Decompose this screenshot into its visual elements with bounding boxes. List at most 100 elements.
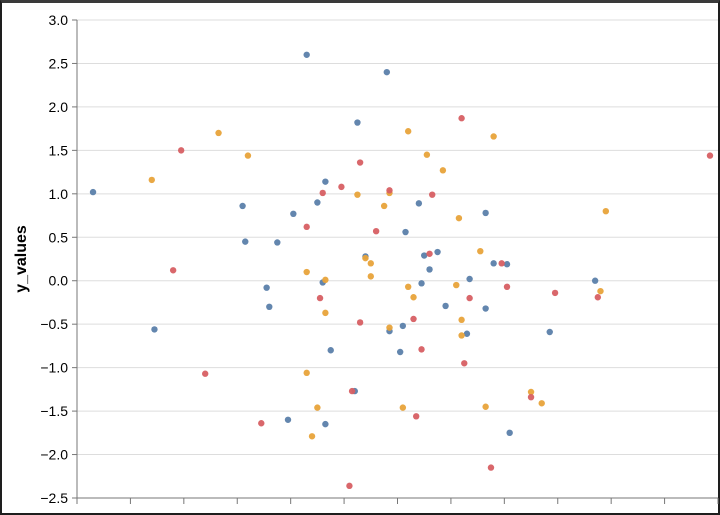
scatter-point bbox=[316, 294, 324, 302]
scatter-point bbox=[380, 202, 388, 210]
scatter-point bbox=[442, 302, 449, 310]
data-points bbox=[89, 51, 714, 490]
scatter-point bbox=[284, 416, 292, 423]
scatter-point bbox=[461, 360, 468, 367]
scatter-point bbox=[455, 214, 463, 222]
scatter-point bbox=[396, 348, 404, 356]
scatter-point bbox=[597, 287, 604, 295]
scatter-point bbox=[314, 404, 321, 411]
scatter-point bbox=[602, 208, 610, 215]
scatter-point bbox=[303, 268, 310, 276]
scatter-point bbox=[594, 294, 602, 301]
scatter-point bbox=[482, 305, 489, 312]
scatter-point bbox=[367, 273, 374, 280]
scatter-point bbox=[482, 209, 489, 217]
scatter-point bbox=[346, 482, 353, 490]
scatter-point bbox=[244, 152, 252, 159]
scatter-point bbox=[367, 260, 374, 267]
scatter-point bbox=[503, 261, 511, 268]
scatter-point bbox=[348, 387, 356, 395]
scatter-point bbox=[463, 330, 471, 337]
scatter-point bbox=[404, 128, 412, 135]
scatter-point bbox=[421, 252, 428, 259]
y-tick-label: 0.5 bbox=[49, 229, 69, 245]
scatter-point bbox=[148, 176, 155, 184]
scatter-point bbox=[458, 316, 465, 324]
scatter-point bbox=[426, 266, 433, 273]
scatter-point bbox=[426, 250, 433, 257]
scatter-point bbox=[466, 275, 473, 283]
scatter-point bbox=[386, 187, 393, 194]
y-tick-label: −2.5 bbox=[40, 490, 68, 506]
scatter-point bbox=[303, 369, 310, 377]
y-tick-label: −1.0 bbox=[40, 360, 68, 376]
scatter-point bbox=[439, 167, 447, 174]
scatter-point bbox=[308, 433, 316, 440]
y-tick-label: 0.0 bbox=[49, 273, 69, 289]
y-tick-label: −2.0 bbox=[40, 447, 68, 463]
scatter-point bbox=[258, 420, 265, 427]
scatter-point bbox=[322, 276, 329, 284]
scatter-point bbox=[415, 200, 423, 207]
scatter-point bbox=[546, 328, 553, 336]
axes bbox=[76, 20, 718, 499]
scatter-point bbox=[322, 178, 329, 185]
scatter-point bbox=[429, 191, 436, 198]
scatter-point bbox=[506, 429, 513, 437]
scatter-point bbox=[239, 202, 246, 210]
y-tick-label: 2.5 bbox=[49, 55, 69, 71]
scatter-point bbox=[290, 210, 297, 218]
scatter-point bbox=[551, 289, 559, 297]
y-ticks: 3.0 2.5 2.0 1.5 1.0 0.5 0.0 −0.5 −1.0 −1.5 −2.0 −2.… bbox=[40, 12, 77, 506]
scatter-point bbox=[177, 147, 185, 154]
scatter-point bbox=[263, 284, 270, 291]
scatter-point bbox=[453, 281, 460, 289]
scatter-point bbox=[404, 283, 412, 291]
scatter-point bbox=[383, 68, 391, 76]
scatter-point bbox=[498, 260, 505, 267]
scatter-point bbox=[322, 309, 329, 317]
scatter-point bbox=[399, 404, 407, 411]
scatter-point bbox=[319, 189, 326, 197]
scatter-point bbox=[477, 247, 484, 255]
scatter-point bbox=[356, 319, 364, 326]
scatter-point bbox=[399, 322, 407, 330]
scatter-point bbox=[274, 239, 281, 246]
scatter-point bbox=[458, 332, 465, 339]
scatter-point bbox=[372, 227, 380, 235]
y-tick-label: 1.5 bbox=[49, 142, 69, 158]
scatter-point bbox=[490, 133, 497, 140]
scatter-point bbox=[151, 326, 158, 333]
y-axis-title: y_values bbox=[13, 225, 30, 293]
scatter-point bbox=[89, 188, 97, 196]
y-tick-label: 1.0 bbox=[49, 186, 69, 202]
scatter-point bbox=[338, 183, 345, 191]
scatter-point bbox=[706, 152, 714, 159]
scatter-point bbox=[322, 420, 329, 428]
scatter-point bbox=[402, 228, 409, 236]
scatter-point bbox=[591, 277, 599, 284]
scatter-point bbox=[527, 388, 535, 396]
scatter-point bbox=[303, 51, 310, 58]
scatter-point bbox=[410, 294, 417, 301]
scatter-point bbox=[266, 303, 273, 310]
scatter-point bbox=[354, 191, 361, 198]
scatter-point bbox=[418, 346, 425, 353]
scatter-point bbox=[418, 280, 425, 287]
scatter-point bbox=[386, 324, 393, 331]
y-tick-label: −1.5 bbox=[40, 403, 68, 419]
y-tick-label: 3.0 bbox=[49, 12, 69, 28]
scatter-point bbox=[466, 294, 473, 302]
scatter-point bbox=[434, 248, 441, 256]
scatter-point bbox=[490, 260, 497, 267]
scatter-point bbox=[458, 115, 465, 122]
scatter-point bbox=[423, 151, 431, 158]
scatter-point bbox=[412, 413, 420, 420]
x-ticks bbox=[76, 498, 719, 504]
scatter-point bbox=[410, 315, 417, 323]
scatter-point bbox=[527, 393, 535, 401]
scatter-point bbox=[487, 464, 495, 471]
scatter-point bbox=[482, 403, 489, 410]
scatter-point bbox=[215, 129, 222, 137]
